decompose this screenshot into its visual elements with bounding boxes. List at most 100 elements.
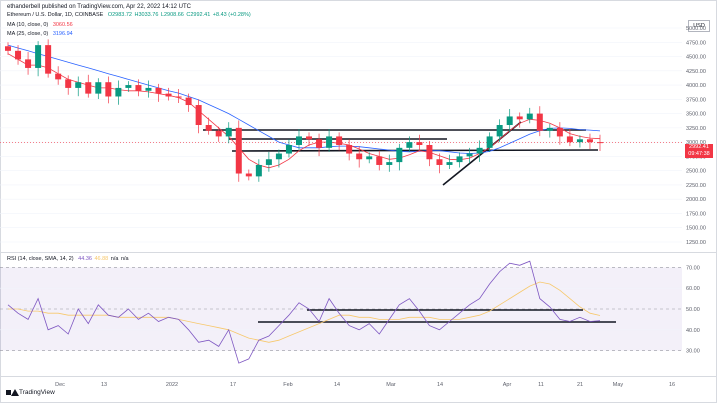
price-tick-label: 3750.00 bbox=[686, 97, 706, 103]
candle-body bbox=[436, 159, 443, 165]
candle-body bbox=[446, 162, 453, 165]
price-tick-label: 2000.00 bbox=[686, 197, 706, 203]
candle-body bbox=[235, 127, 242, 174]
price-tick-label: 2250.00 bbox=[686, 183, 706, 189]
ma25-label: MA (25, close, 0) bbox=[7, 31, 49, 37]
rsi-axis: 70.00 60.00 50.00 40.00 30.00 bbox=[686, 265, 700, 354]
time-tick-label: 16 bbox=[669, 382, 675, 388]
price-tick-label: 4750.00 bbox=[686, 40, 706, 46]
candle-body bbox=[225, 127, 232, 137]
last-price-value: 2992.41 bbox=[689, 144, 709, 150]
candle-body bbox=[285, 144, 292, 154]
rsi-na2: n/a bbox=[120, 256, 129, 262]
time-axis[interactable]: Dec 13 2022 17 Feb 14 Mar 14 Apr 11 21 May 16 bbox=[0, 376, 717, 390]
price-chart[interactable]: 5000.00 4750.00 4500.00 4250.00 4000.00 3750.… bbox=[0, 14, 717, 252]
candle-body bbox=[5, 46, 11, 51]
time-tick-label: 17 bbox=[230, 382, 236, 388]
footer[interactable]: TradingView bbox=[6, 389, 55, 396]
candle-body bbox=[125, 85, 132, 88]
candle-body bbox=[396, 147, 403, 163]
rsi-tick-label: 30.00 bbox=[686, 349, 700, 355]
price-tick-label: 3000.00 bbox=[686, 140, 706, 146]
ma10-label: MA (10, close, 0) bbox=[7, 22, 49, 28]
candle-body bbox=[85, 82, 92, 94]
change-value: +8.43 (+0.28%) bbox=[212, 12, 251, 18]
candle-body bbox=[25, 59, 32, 68]
candle-body bbox=[426, 144, 433, 160]
candle-body bbox=[456, 156, 463, 163]
trendline-support bbox=[231, 149, 599, 152]
ma10-value: 3060.56 bbox=[52, 22, 73, 28]
candle-body bbox=[155, 87, 162, 94]
price-axis: 5000.00 4750.00 4500.00 4250.00 4000.00 3750.… bbox=[686, 26, 706, 246]
price-tick-label: 4250.00 bbox=[686, 69, 706, 75]
time-tick-label: 14 bbox=[437, 382, 443, 388]
rsi-sma-value: 46.88 bbox=[94, 256, 109, 262]
candle-body bbox=[55, 73, 62, 80]
rsi-na1: n/a bbox=[110, 256, 119, 262]
rsi-value: 44.36 bbox=[78, 256, 92, 262]
price-tick-label: 3250.00 bbox=[686, 126, 706, 132]
candle-body bbox=[536, 113, 543, 131]
candle-body bbox=[476, 147, 483, 154]
low-value: L2908.66 bbox=[160, 12, 184, 18]
price-tick-label: 1750.00 bbox=[686, 211, 706, 217]
price-tick-label: 4000.00 bbox=[686, 83, 706, 89]
rsi-legend[interactable]: RSI (14, close, SMA, 14, 2) 44.36 46.88 … bbox=[7, 256, 129, 262]
time-tick-label: Dec bbox=[55, 382, 65, 388]
publish-attribution: ethanderbell published on TradingView.co… bbox=[7, 4, 192, 10]
candle-body bbox=[586, 139, 593, 143]
last-price-tag: 2992.41 09:47:38 bbox=[685, 144, 713, 158]
candle-body bbox=[566, 136, 573, 143]
time-tick-label: 13 bbox=[101, 382, 107, 388]
symbol-legend: Ethereum / U.S. Dollar, 1D, COINBASE O29… bbox=[7, 12, 251, 18]
symbol-name[interactable]: Ethereum / U.S. Dollar, 1D, COINBASE bbox=[7, 12, 104, 18]
rsi-band bbox=[0, 267, 682, 351]
candle-body bbox=[165, 93, 172, 97]
last-price-countdown: 09:47:38 bbox=[688, 151, 710, 157]
time-axis-svg: Dec 13 2022 17 Feb 14 Mar 14 Apr 11 21 May 16 bbox=[55, 382, 675, 388]
candle-body bbox=[95, 82, 102, 94]
rsi-chart[interactable]: 70.00 60.00 50.00 40.00 30.00 bbox=[0, 253, 717, 377]
close-value: C2992.41 bbox=[186, 12, 211, 18]
open-value: O2983.72 bbox=[107, 12, 132, 18]
rsi-tick-label: 40.00 bbox=[686, 328, 700, 334]
time-tick-label: 11 bbox=[538, 382, 544, 388]
rsi-grid bbox=[0, 267, 682, 351]
high-value: H3033.76 bbox=[134, 12, 159, 18]
candle-body bbox=[506, 116, 513, 126]
tradingview-logo-icon bbox=[6, 389, 19, 396]
candle-body bbox=[205, 125, 212, 131]
price-grid bbox=[0, 27, 682, 243]
candle-body bbox=[376, 156, 383, 165]
candle-body bbox=[295, 136, 302, 145]
candle-body bbox=[386, 162, 393, 165]
candle-body bbox=[496, 125, 503, 137]
candle-body bbox=[466, 153, 473, 157]
candle-body bbox=[346, 144, 353, 154]
rsi-tick-label: 70.00 bbox=[686, 265, 700, 271]
candle-body bbox=[135, 85, 142, 91]
candles bbox=[5, 39, 603, 182]
currency-badge[interactable]: USD bbox=[688, 20, 710, 32]
time-tick-label: Feb bbox=[283, 382, 292, 388]
rsi-pane[interactable]: 70.00 60.00 50.00 40.00 30.00 bbox=[0, 252, 717, 376]
candle-body bbox=[546, 127, 553, 131]
rsi-label: RSI (14, close, SMA, 14, 2) bbox=[7, 256, 74, 262]
candle-body bbox=[326, 136, 333, 148]
price-pane[interactable]: 5000.00 4750.00 4500.00 4250.00 4000.00 3750.… bbox=[0, 14, 717, 252]
price-tick-label: 1500.00 bbox=[686, 226, 706, 232]
price-tick-label: 5000.00 bbox=[686, 26, 706, 32]
candle-body bbox=[215, 130, 222, 137]
footer-brand: TradingView bbox=[19, 389, 55, 396]
price-tick-label: 2500.00 bbox=[686, 169, 706, 175]
candle-body bbox=[597, 142, 603, 144]
candle-body bbox=[115, 87, 122, 97]
rsi-sma-line bbox=[8, 281, 601, 343]
candle-body bbox=[15, 50, 22, 60]
ma25-legend[interactable]: MA (25, close, 0) 3196.94 bbox=[7, 31, 73, 37]
candle-body bbox=[265, 159, 272, 165]
candle-body bbox=[416, 142, 423, 145]
ma10-legend[interactable]: MA (10, close, 0) 3060.56 bbox=[7, 22, 73, 28]
rsi-tick-label: 50.00 bbox=[686, 307, 700, 313]
